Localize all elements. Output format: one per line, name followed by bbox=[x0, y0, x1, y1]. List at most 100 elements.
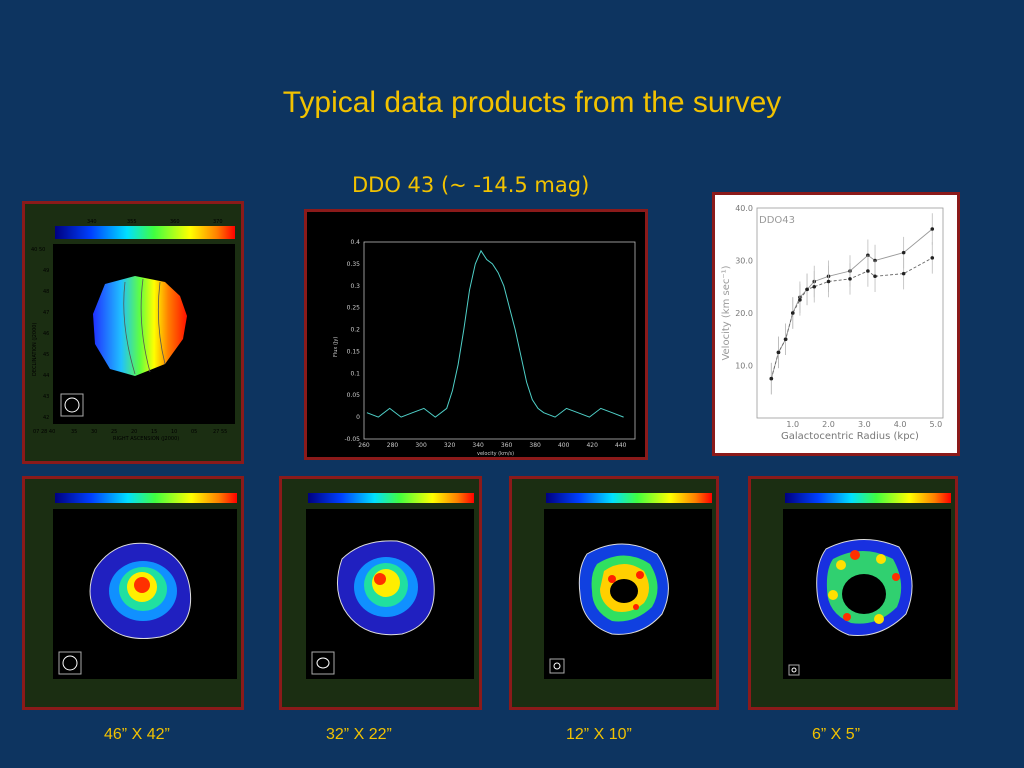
spectrum-y-tick: 0.3 bbox=[350, 283, 360, 290]
rotation-point bbox=[930, 227, 935, 231]
ra-axis-label: RIGHT ASCENSION (J2000) bbox=[113, 436, 179, 442]
spectrum-x-tick: 320 bbox=[444, 442, 456, 449]
caption-6x5: 6” X 5” bbox=[812, 726, 861, 743]
rotation-y-tick: 40.0 bbox=[735, 204, 753, 213]
caption-32x22: 32” X 22” bbox=[326, 726, 392, 743]
colorbar-tick: 370 bbox=[213, 219, 223, 225]
emission-clump bbox=[828, 590, 838, 600]
emission-clump bbox=[874, 614, 884, 624]
moment-map-6x5 bbox=[748, 476, 958, 710]
colorbar bbox=[55, 226, 235, 239]
emission-peak bbox=[633, 604, 639, 610]
central-hole bbox=[842, 574, 886, 614]
colorbar bbox=[546, 493, 712, 503]
rotation-point bbox=[776, 350, 781, 355]
rotation-xlabel: Galactocentric Radius (kpc) bbox=[781, 431, 919, 442]
moment-map-12x10 bbox=[509, 476, 719, 710]
rotation-x-tick: 1.0 bbox=[786, 420, 799, 429]
emission-peak bbox=[134, 577, 150, 593]
spectrum-y-tick: 0.2 bbox=[350, 327, 360, 334]
spectrum-y-tick: 0.4 bbox=[350, 239, 360, 246]
ra-tick: 35 bbox=[71, 429, 77, 435]
spectrum-y-tick: 0.35 bbox=[347, 261, 361, 268]
dec-tick: 48 bbox=[43, 289, 49, 295]
beam-ellipse bbox=[553, 662, 561, 670]
beam-ellipse bbox=[316, 657, 330, 669]
rotation-point bbox=[901, 271, 906, 276]
rotation-curve-panel: DDO43 40.0 30.0 20.0 10.0 1.0 2.0 3.0 4.0 5.0 G… bbox=[712, 192, 960, 456]
rotation-point bbox=[930, 256, 935, 260]
moment-map-46x42 bbox=[22, 476, 244, 710]
spectrum-x-tick: 340 bbox=[472, 442, 484, 449]
colorbar-tick: 360 bbox=[170, 219, 180, 225]
dec-tick: 44 bbox=[43, 373, 49, 379]
rotation-point bbox=[866, 253, 870, 258]
spectrum-panel: 0.4 0.35 0.3 0.25 0.2 0.15 0.1 0.05 0 -0.05 260 28… bbox=[304, 209, 648, 460]
rotation-axes bbox=[756, 207, 944, 419]
spectrum-x-tick: 380 bbox=[529, 442, 541, 449]
intensity-map bbox=[306, 493, 474, 679]
intensity-map bbox=[783, 493, 951, 679]
beam-box bbox=[311, 651, 335, 675]
spectrum-x-tick: 440 bbox=[615, 442, 627, 449]
spectrum-x-tick: 400 bbox=[558, 442, 570, 449]
rotation-point bbox=[826, 279, 831, 284]
rotation-point bbox=[790, 311, 795, 315]
spectrum-y-tick: 0 bbox=[356, 414, 360, 421]
emission-peak bbox=[636, 571, 644, 579]
rotation-point bbox=[848, 277, 852, 281]
ra-tick: 05 bbox=[191, 429, 197, 435]
colorbar-tick: 340 bbox=[87, 219, 97, 225]
spectrum-y-tick: -0.05 bbox=[344, 436, 360, 443]
emission-clump bbox=[843, 613, 851, 621]
dec-tick: 46 bbox=[43, 331, 49, 337]
rotation-point bbox=[783, 337, 788, 342]
rotation-ylabel: Velocity (km sec⁻¹) bbox=[721, 265, 732, 360]
spectrum-y-tick: 0.25 bbox=[347, 305, 361, 312]
caption-46x42: 46” X 42” bbox=[104, 726, 170, 743]
moment-map-32x22 bbox=[279, 476, 482, 710]
rotation-point bbox=[901, 250, 906, 255]
beam-ellipse bbox=[791, 667, 797, 673]
beam-box bbox=[549, 658, 565, 674]
rotation-point bbox=[798, 298, 802, 302]
colorbar bbox=[308, 493, 474, 503]
dec-tick: 49 bbox=[43, 268, 49, 274]
galaxy-label: DDO43 bbox=[759, 215, 795, 226]
dec-tick: 45 bbox=[43, 352, 49, 358]
beam-ellipse bbox=[62, 655, 78, 671]
dec-tick: 40 50 bbox=[31, 247, 45, 253]
velocity-field-panel: 340 355 360 370 40 50 49 48 47 46 45 44 … bbox=[22, 201, 244, 464]
emission-clump bbox=[876, 554, 886, 564]
emission-peak bbox=[608, 575, 616, 583]
ra-tick: 20 bbox=[131, 429, 137, 435]
ra-tick: 27 55 bbox=[213, 429, 227, 435]
central-hole bbox=[610, 579, 638, 603]
ra-tick: 15 bbox=[151, 429, 157, 435]
rotation-x-tick: 3.0 bbox=[858, 420, 871, 429]
rotation-y-tick: 20.0 bbox=[735, 309, 753, 318]
intensity-map bbox=[544, 493, 712, 679]
rotation-series-line bbox=[770, 228, 933, 379]
emission-clump bbox=[836, 560, 846, 570]
spectrum-y-tick: 0.1 bbox=[350, 370, 360, 377]
rotation-x-tick: 2.0 bbox=[822, 420, 835, 429]
ra-tick: 25 bbox=[111, 429, 117, 435]
colorbar bbox=[55, 493, 237, 503]
spectrum-y-tick: 0.15 bbox=[347, 348, 361, 355]
rotation-point bbox=[873, 274, 877, 279]
rotation-y-tick: 10.0 bbox=[735, 362, 753, 371]
rotation-series-line bbox=[770, 257, 933, 379]
spectrum-y-tick: 0.05 bbox=[347, 392, 361, 399]
beam-box bbox=[58, 651, 82, 675]
rotation-point bbox=[769, 376, 774, 381]
colorbar-tick: 355 bbox=[127, 219, 137, 225]
colorbar bbox=[785, 493, 951, 503]
emission-clump bbox=[892, 573, 900, 581]
spectrum-axes bbox=[363, 241, 636, 440]
beam-ellipse bbox=[64, 397, 80, 413]
ra-tick: 10 bbox=[171, 429, 177, 435]
ra-tick: 07 28 40 bbox=[33, 429, 55, 435]
spectrum-xlabel: velocity (km/s) bbox=[477, 451, 514, 457]
spectrum-ylabel: Flux (Jy) bbox=[333, 337, 339, 357]
